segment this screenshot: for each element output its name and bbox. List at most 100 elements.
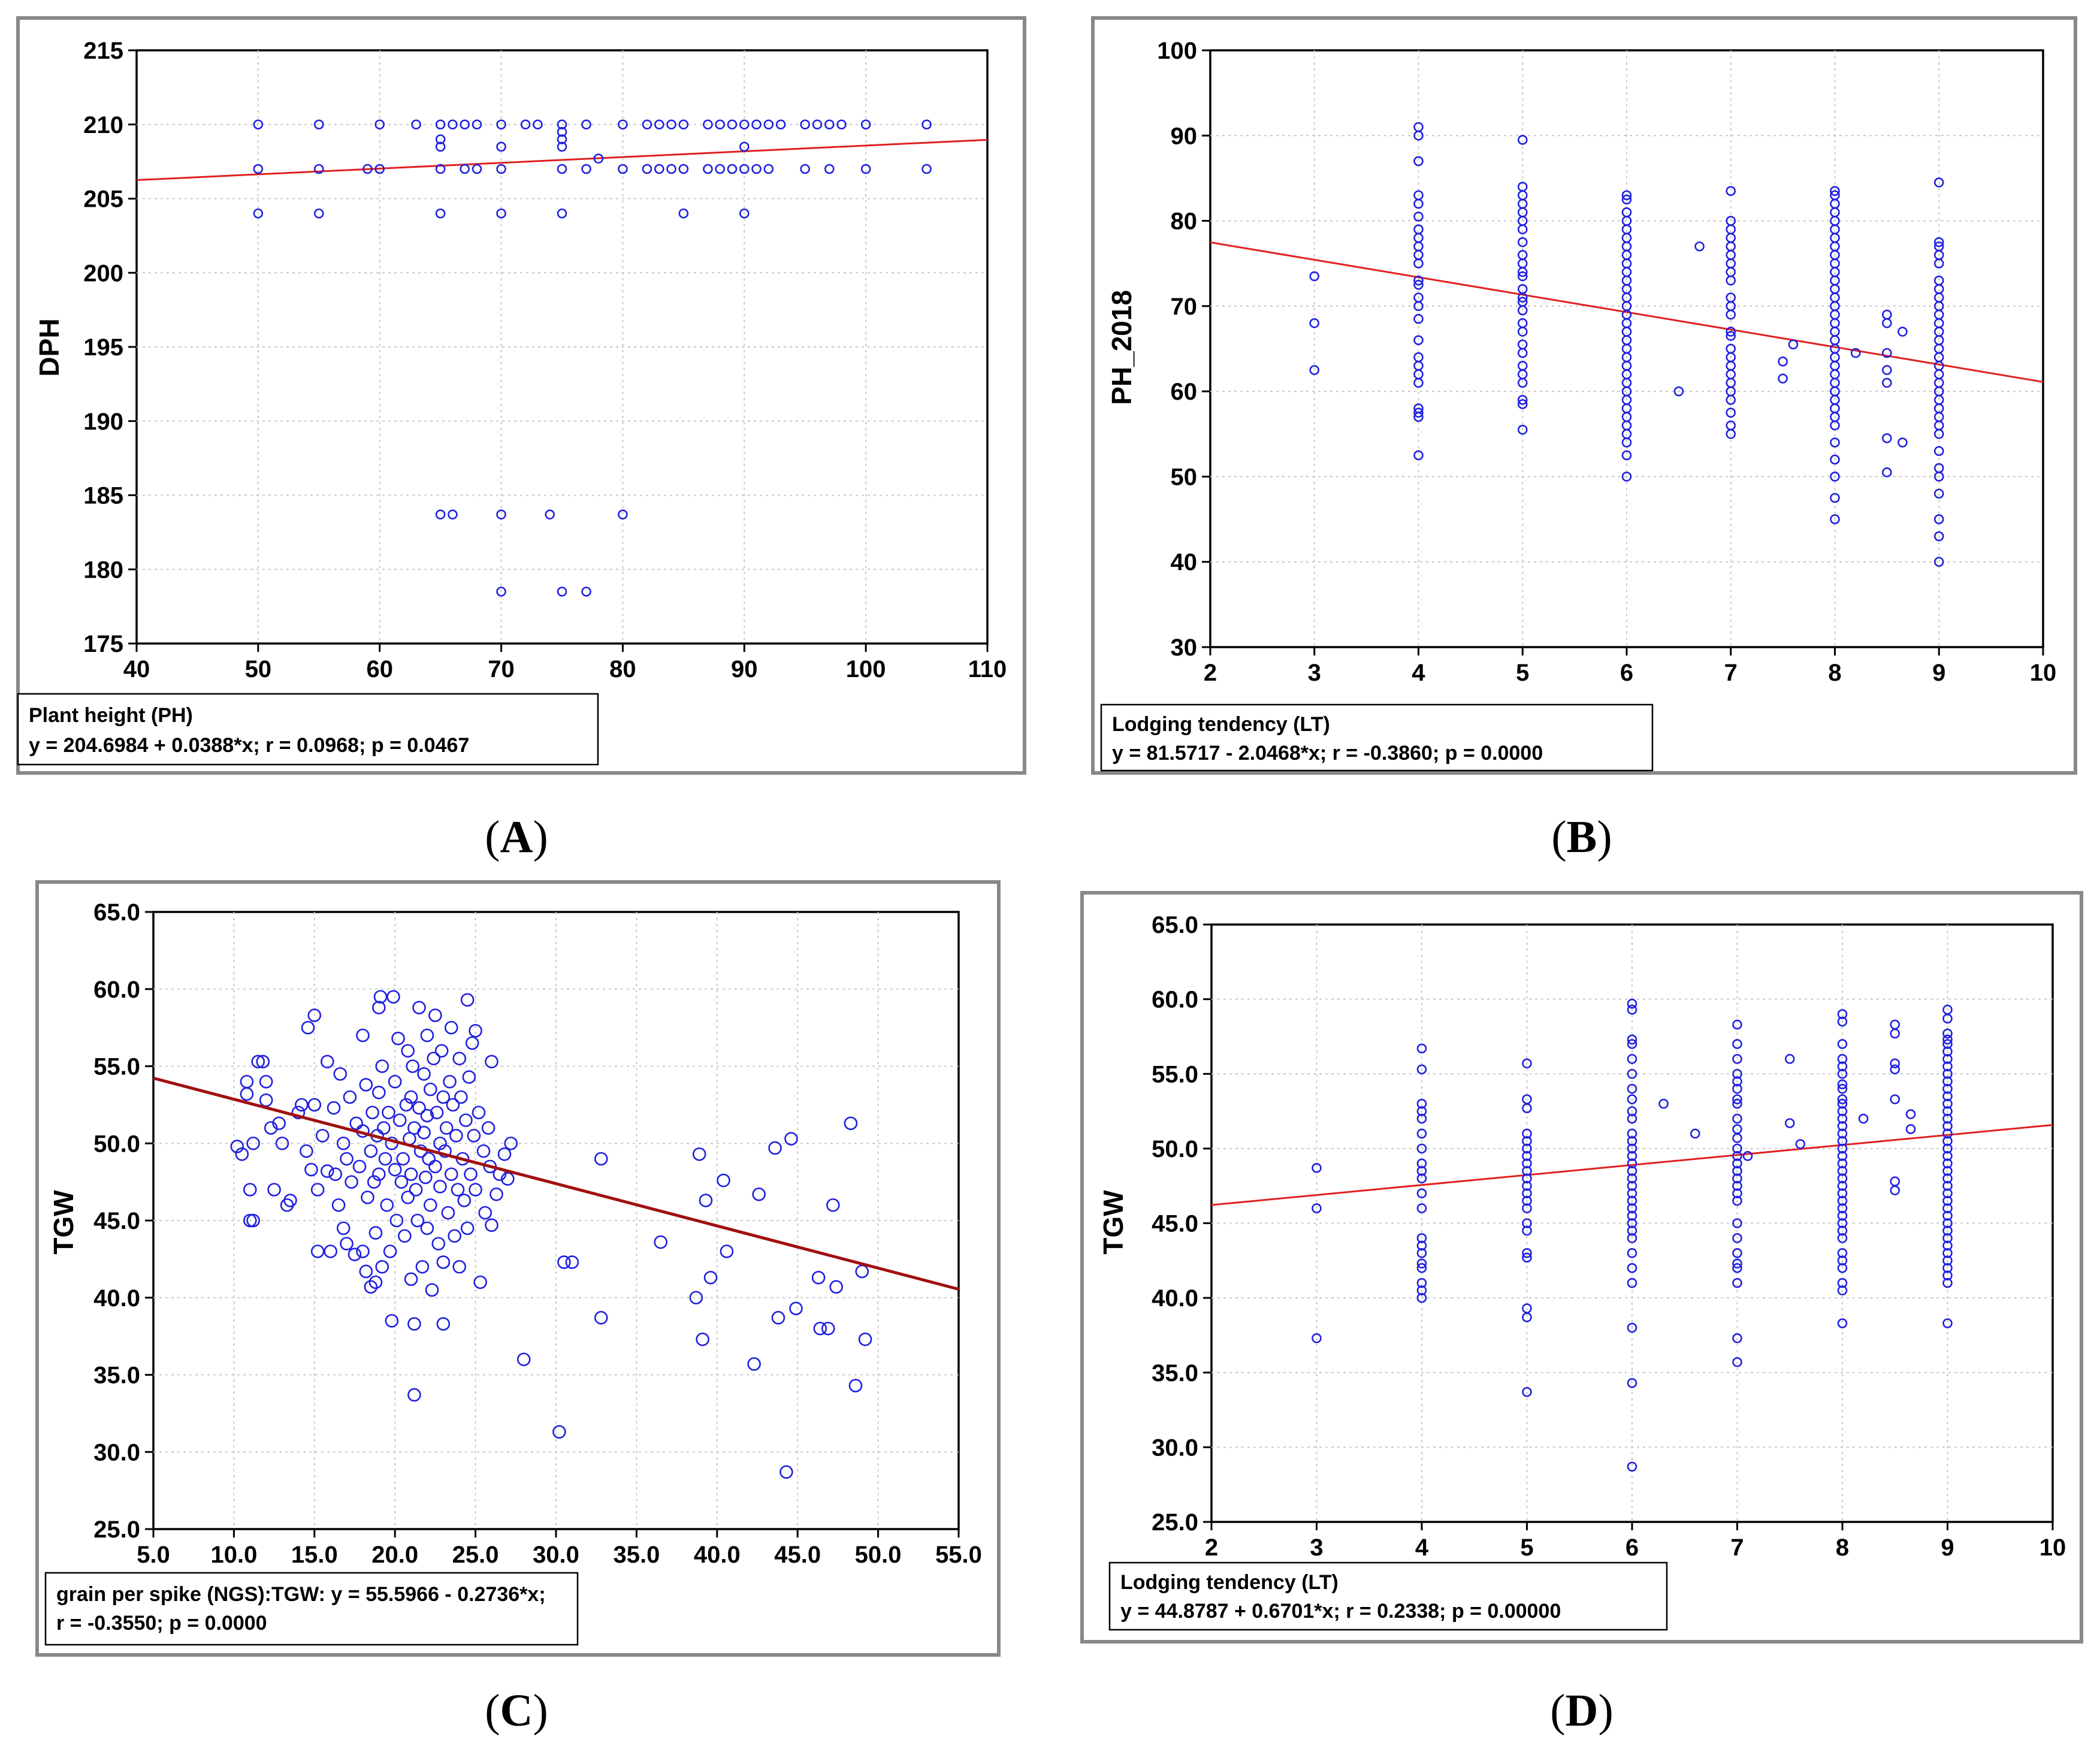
panel-c-data-point — [449, 1129, 463, 1143]
panel-a-data-point — [313, 208, 324, 219]
panel-a-data-point — [557, 119, 567, 130]
panel-b-x-tick-label: 8 — [1828, 660, 1841, 686]
panel-b-data-point — [1726, 186, 1736, 197]
panel-c-data-point — [829, 1280, 844, 1294]
panel-c-data-point — [504, 1136, 518, 1150]
panel-d-data-point — [1942, 1143, 1953, 1154]
panel-c-data-point — [428, 1008, 442, 1022]
panel-d-data-point — [1732, 1133, 1742, 1143]
panel-d-data-point — [1942, 1255, 1953, 1266]
panel-d-data-point — [1522, 1136, 1532, 1146]
panel-d-data-point — [1627, 1180, 1637, 1191]
panel-c-data-point — [844, 1116, 858, 1131]
panel-a-data-point — [678, 119, 689, 130]
panel-d-data-point — [1942, 1210, 1953, 1221]
panel-c-data-point — [336, 1136, 350, 1150]
panel-c-data-point — [373, 990, 388, 1004]
panel-c-data-point — [478, 1206, 492, 1220]
panel-d-data-point — [1732, 1258, 1742, 1269]
panel-a-y-tick-label: 195 — [83, 334, 123, 361]
panel-b-data-point — [1726, 395, 1736, 405]
panel-d-data-point — [1312, 1162, 1322, 1173]
panel-d-data-point — [1522, 1312, 1532, 1322]
panel-d-data-point — [1416, 1128, 1427, 1139]
panel-d-data-point — [1837, 1255, 1848, 1266]
panel-d-data-point — [1942, 1318, 1953, 1328]
panel-d-data-point — [1942, 1028, 1953, 1039]
panel-d-data-point — [1942, 1225, 1953, 1236]
panel-c-label-letter: C — [500, 1685, 533, 1736]
panel-c-data-point — [459, 1113, 473, 1127]
panel-c-data-point — [388, 1162, 402, 1177]
panel-a-data-point — [533, 119, 543, 130]
panel-a-y-tick-label: 175 — [83, 631, 123, 657]
panel-a-x-tick-label: 90 — [731, 656, 758, 682]
panel-b-y-tick-label: 50 — [1171, 464, 1198, 490]
panel-c-data-point — [243, 1213, 257, 1228]
panel-a-legend-title: Plant height (PH) — [29, 704, 193, 727]
panel-c-data-point — [382, 1105, 395, 1120]
panel-b-data-point — [1621, 472, 1632, 482]
panel-b-data-point — [1778, 357, 1788, 367]
panel-a-data-point — [678, 208, 689, 219]
panel-d-data-point — [1522, 1203, 1532, 1213]
panel-d-data-point — [1416, 1188, 1427, 1198]
panel-d-y-tick-label: 60.0 — [1152, 987, 1198, 1013]
panel-d-y-tick-label: 65.0 — [1152, 912, 1198, 938]
panel-c-data-point — [368, 1275, 383, 1289]
panel-b-data-point — [1673, 386, 1684, 397]
panel-c-data-point — [417, 1067, 431, 1081]
panel-a-data-point — [472, 164, 482, 174]
panel-c-legend-box — [44, 1572, 579, 1646]
panel-c-x-tick-label: 5.0 — [137, 1542, 170, 1568]
panel-b-data-point — [1413, 275, 1424, 286]
panel-a-fit-group — [136, 138, 988, 182]
panel-d-data-point — [1890, 1185, 1900, 1195]
panel-b-data-point — [1413, 407, 1424, 418]
panel-d-data-point — [1837, 1151, 1848, 1161]
panel-d-data-point — [1837, 1061, 1848, 1072]
panel-c-data-point — [821, 1321, 835, 1336]
panel-d-data-point — [1942, 1121, 1953, 1131]
panel-b-data-point — [1413, 130, 1424, 141]
panel-a-data-point — [618, 164, 628, 174]
panel-c-data-point — [246, 1136, 260, 1150]
panel-d-data-point — [1795, 1139, 1806, 1149]
panel-d-data-point — [1627, 1083, 1637, 1094]
panel-d-data-point — [1732, 1098, 1742, 1109]
panel-b-data-point — [1517, 348, 1528, 358]
panel-d-data-point — [1732, 1195, 1742, 1206]
panel-c-fit-group — [153, 1076, 959, 1291]
panel-c-data-point — [307, 1008, 322, 1022]
panel-a-data-point — [836, 119, 847, 130]
panel-d-legend-title: Lodging tendency (LT) — [1120, 1571, 1338, 1594]
panel-d-data-point — [1522, 1180, 1532, 1191]
panel-d-data-point — [1416, 1203, 1427, 1213]
panel-d-data-point — [1942, 1068, 1953, 1079]
panel-c-data-point — [472, 1105, 486, 1120]
panel-d-data-point — [1416, 1165, 1427, 1176]
panel-d-data-point — [1627, 1322, 1637, 1333]
panel-d-data-point — [1942, 1233, 1953, 1243]
panel-c-data-point — [372, 1001, 386, 1014]
panel-b-data-point — [1517, 377, 1528, 388]
panel-d-data-point — [1837, 1285, 1848, 1295]
panel-c-data-point — [372, 1167, 386, 1182]
panel-c-label: (C) — [485, 1685, 548, 1736]
panel-d-data-point — [1522, 1158, 1532, 1169]
panel-a-data-point — [715, 119, 726, 130]
panel-d-data-point — [1942, 1046, 1953, 1057]
panel-c-data-point — [436, 1317, 451, 1331]
panel-c-data-point — [404, 1090, 418, 1104]
panel-d-data-point — [1942, 1054, 1953, 1064]
panel-c-data-point — [352, 1159, 367, 1174]
panel-c-x-tick-label: 45.0 — [774, 1542, 821, 1568]
panel-a-data-point — [727, 119, 738, 130]
panel-b-data-point — [1309, 318, 1320, 328]
panel-c-data-point — [251, 1055, 265, 1069]
panel-b-data-point — [1726, 407, 1736, 418]
panel-d-data-point — [1732, 1188, 1742, 1198]
panel-a-x-tick-label: 70 — [488, 656, 515, 682]
panel-b-data-point — [1413, 156, 1424, 167]
panel-d-data-point — [1732, 1158, 1742, 1169]
